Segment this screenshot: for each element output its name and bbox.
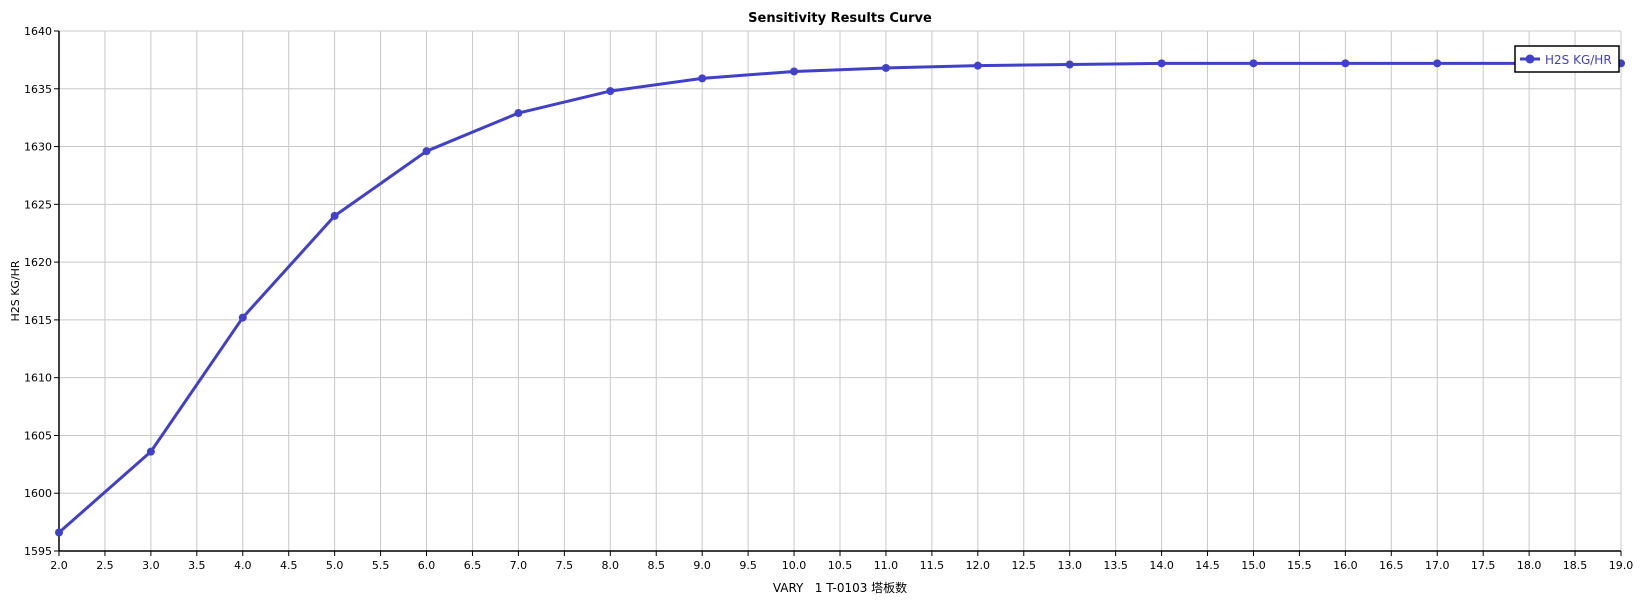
x-axis-label: VARY 1 T-0103 塔板数 (773, 580, 907, 595)
x-tick-label: 16.0 (1333, 559, 1358, 572)
y-axis-label: H2S KG/HR (9, 260, 22, 321)
x-tick-label: 7.0 (510, 559, 528, 572)
data-point (238, 313, 247, 322)
y-tick-label: 1595 (24, 545, 52, 558)
x-tick-label: 3.0 (142, 559, 160, 572)
y-tick-label: 1640 (24, 25, 52, 38)
x-tick-label: 5.0 (326, 559, 344, 572)
x-tick-label: 13.0 (1057, 559, 1082, 572)
x-tick-label: 10.0 (782, 559, 807, 572)
data-point (790, 67, 799, 76)
y-tick-label: 1610 (24, 372, 52, 385)
x-tick-label: 19.0 (1609, 559, 1634, 572)
grid-lines (58, 30, 1622, 552)
y-tick-label: 1625 (24, 198, 52, 211)
x-tick-label: 11.5 (920, 559, 945, 572)
x-tick-label: 15.0 (1241, 559, 1266, 572)
x-tick-label: 7.5 (556, 559, 574, 572)
x-tick-label: 8.5 (647, 559, 665, 572)
axes (54, 30, 1622, 556)
data-point (881, 63, 890, 72)
y-tick-label: 1635 (24, 83, 52, 96)
y-tick-labels: 1595 1600 1605 1610 1615 1620 1625 1630 1635 1640 (24, 25, 52, 558)
x-tick-label: 16.5 (1379, 559, 1404, 572)
x-tick-label: 2.5 (96, 559, 114, 572)
x-tick-label: 2.0 (50, 559, 68, 572)
series-line (58, 61, 1621, 534)
data-point (698, 74, 707, 83)
data-point (514, 109, 523, 118)
x-tick-label: 4.5 (280, 559, 298, 572)
x-tick-label: 14.5 (1195, 559, 1220, 572)
x-tick-label: 10.5 (828, 559, 853, 572)
y-tick-label: 1605 (24, 429, 52, 442)
x-tick-label: 4.0 (234, 559, 252, 572)
x-tick-label: 5.5 (372, 559, 390, 572)
x-tick-label: 6.5 (464, 559, 482, 572)
x-tick-label: 17.0 (1425, 559, 1450, 572)
x-tick-label: 17.5 (1471, 559, 1496, 572)
y-tick-label: 1620 (24, 256, 52, 269)
x-tick-label: 9.0 (693, 559, 711, 572)
data-point (1065, 60, 1074, 69)
data-point (1249, 59, 1258, 68)
x-tick-label: 14.0 (1149, 559, 1174, 572)
data-point (1341, 59, 1350, 68)
legend[interactable]: H2S KG/HR (1514, 45, 1620, 73)
x-tick-label: 15.5 (1287, 559, 1312, 572)
data-point (1157, 59, 1166, 68)
data-point (973, 61, 982, 70)
data-point (146, 447, 155, 456)
x-tick-label: 12.0 (966, 559, 991, 572)
data-point (1433, 59, 1442, 68)
x-tick-labels: 2.0 2.5 3.0 3.5 4.0 4.5 5.0 5.5 6.0 6.5 7.0 7.5 8.0 8… (50, 559, 1633, 572)
x-tick-label: 6.0 (418, 559, 436, 572)
data-point (330, 211, 339, 220)
x-tick-label: 8.0 (602, 559, 620, 572)
x-tick-label: 9.5 (739, 559, 757, 572)
data-point (55, 528, 63, 537)
x-tick-label: 12.5 (1012, 559, 1037, 572)
data-point (422, 147, 431, 156)
legend-marker-icon (1525, 54, 1535, 64)
x-tick-label: 13.5 (1103, 559, 1128, 572)
x-tick-label: 18.5 (1563, 559, 1588, 572)
y-tick-label: 1600 (24, 487, 52, 500)
legend-label: H2S KG/HR (1545, 53, 1612, 67)
x-tick-label: 11.0 (874, 559, 899, 572)
x-tick-label: 3.5 (188, 559, 206, 572)
y-tick-label: 1615 (24, 314, 52, 327)
x-tick-label: 18.0 (1517, 559, 1542, 572)
data-point (606, 87, 615, 96)
chart-title: Sensitivity Results Curve (748, 11, 932, 26)
y-tick-label: 1630 (24, 141, 52, 154)
